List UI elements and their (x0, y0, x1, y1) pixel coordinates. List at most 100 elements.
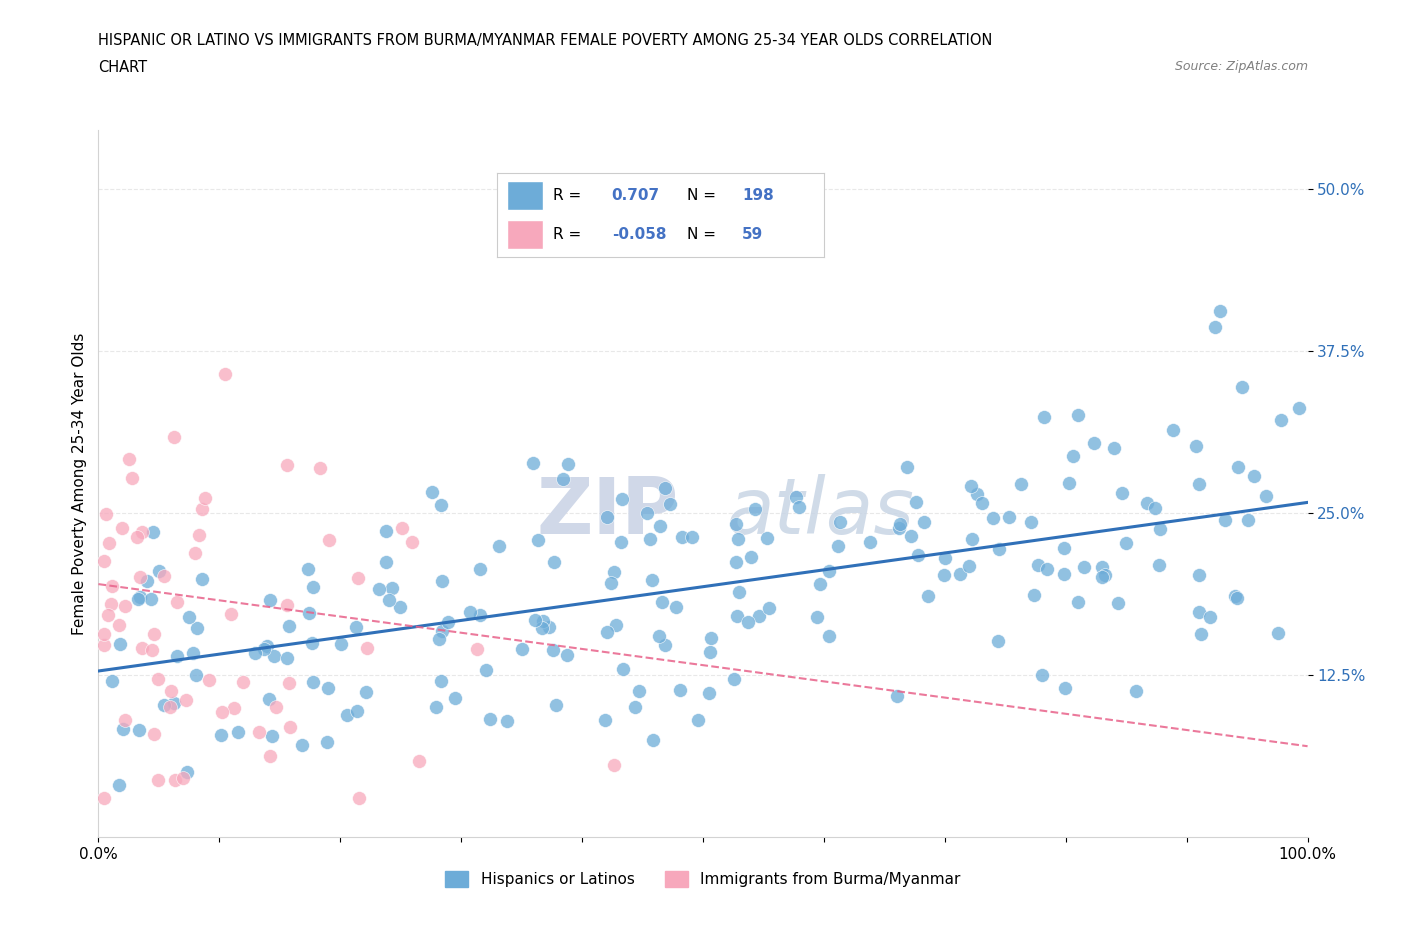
Point (458, 604, 481, 619)
Point (232, 675, 254, 690)
Point (159, 699, 181, 714)
Point (276, 458, 298, 472)
Point (1115, 536, 1137, 551)
Point (1053, 541, 1076, 556)
Point (1237, 512, 1260, 527)
Point (510, 642, 533, 657)
Point (114, 599, 136, 614)
Point (1111, 485, 1133, 500)
Point (97, 536, 120, 551)
Point (818, 629, 841, 644)
Point (932, 567, 955, 582)
Point (276, 598, 298, 613)
Point (896, 459, 918, 474)
Point (346, 703, 368, 718)
Point (146, 672, 169, 687)
Point (184, 667, 207, 682)
Point (139, 591, 162, 606)
Point (136, 573, 159, 588)
Point (278, 618, 301, 633)
Point (367, 581, 389, 596)
Point (436, 615, 458, 630)
Point (259, 592, 281, 607)
Point (523, 612, 546, 627)
Point (602, 565, 624, 579)
Point (347, 571, 370, 586)
Point (699, 644, 721, 659)
Point (737, 615, 759, 630)
Bar (508, 181, 543, 210)
Point (259, 749, 281, 764)
Point (1270, 413, 1292, 428)
Point (671, 530, 693, 545)
Point (1184, 438, 1206, 453)
Point (260, 728, 283, 743)
Point (166, 594, 188, 609)
Text: R =: R = (553, 189, 586, 204)
Point (121, 471, 143, 485)
Point (600, 576, 623, 591)
Point (1144, 500, 1167, 515)
Point (330, 637, 353, 652)
Point (430, 498, 453, 512)
Point (669, 683, 692, 698)
Point (949, 566, 972, 581)
Point (257, 691, 280, 706)
Point (391, 521, 413, 536)
Point (1033, 409, 1056, 424)
Point (468, 562, 491, 577)
Point (125, 530, 148, 545)
Point (981, 511, 1004, 525)
Point (432, 573, 454, 588)
Point (172, 771, 194, 786)
Point (641, 573, 664, 588)
Point (276, 650, 298, 665)
Point (1107, 595, 1129, 610)
Text: ZIP: ZIP (537, 474, 679, 550)
Text: -0.058: -0.058 (612, 227, 666, 242)
Point (817, 564, 839, 578)
Point (191, 571, 214, 586)
Point (198, 672, 221, 687)
Point (381, 580, 404, 595)
Point (758, 600, 780, 615)
Point (1102, 441, 1125, 456)
Point (129, 590, 152, 604)
Point (425, 699, 447, 714)
Point (142, 525, 165, 539)
Point (253, 642, 276, 657)
Point (1053, 566, 1076, 581)
Point (648, 629, 671, 644)
Point (859, 535, 882, 550)
Point (641, 733, 664, 748)
Point (1223, 589, 1246, 604)
Point (118, 451, 141, 466)
Point (1022, 588, 1045, 603)
Point (146, 773, 169, 788)
Point (176, 764, 198, 779)
Point (725, 517, 748, 532)
Point (740, 550, 762, 565)
Point (1010, 477, 1032, 492)
Point (194, 491, 217, 506)
Point (886, 688, 908, 703)
Point (912, 514, 935, 529)
Point (318, 532, 340, 547)
Point (1209, 303, 1232, 318)
Point (1066, 595, 1088, 610)
Point (108, 618, 131, 632)
Point (1149, 522, 1171, 537)
Point (128, 723, 150, 737)
Point (724, 554, 747, 569)
Point (336, 708, 359, 723)
Point (748, 608, 770, 623)
Point (96, 507, 118, 522)
Point (1057, 476, 1080, 491)
Point (219, 606, 242, 621)
Point (430, 623, 453, 638)
Point (488, 538, 510, 553)
Point (127, 591, 149, 606)
Point (904, 495, 927, 510)
Point (960, 479, 983, 494)
Point (143, 726, 166, 741)
